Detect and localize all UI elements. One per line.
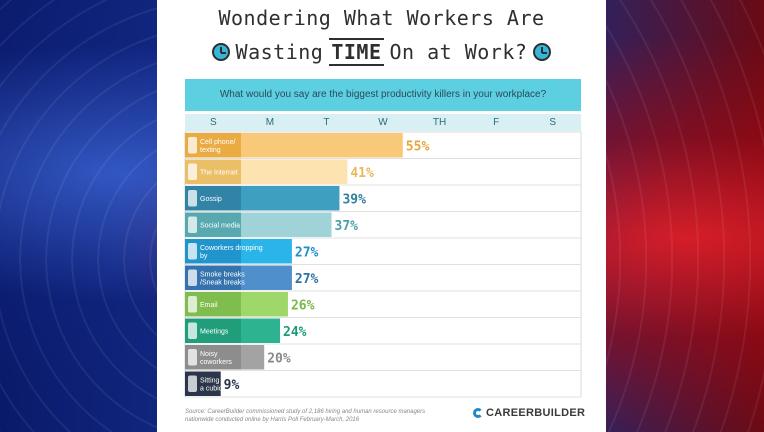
title-line-2: Wasting TIME On at Work?	[157, 38, 606, 66]
chair-icon	[188, 375, 197, 392]
megaphone-icon	[188, 349, 197, 366]
source-note: Source: CareerBuilder commissioned study…	[185, 409, 426, 423]
day-label: S	[209, 117, 217, 128]
envelope-icon	[188, 296, 197, 313]
category-label: Social media	[200, 222, 240, 229]
value-label: 9%	[224, 378, 240, 393]
social-icon	[188, 216, 197, 233]
value-label: 27%	[295, 272, 319, 287]
day-label: W	[378, 117, 388, 128]
category-label: Smoke breaks/Sneak breaks	[200, 271, 245, 286]
category-label: Cell phone/texting	[200, 139, 235, 154]
chat-icon	[188, 190, 197, 207]
weekday-header: S M T W TH F S	[185, 114, 581, 131]
value-label: 55%	[406, 139, 430, 154]
category-label: Email	[200, 302, 218, 309]
category-label: The Internet	[200, 169, 238, 176]
value-label: 41%	[350, 166, 374, 181]
people-icon	[188, 322, 197, 339]
coffee-icon	[188, 269, 197, 286]
category-label: Sitting in a cubicle	[200, 377, 228, 392]
day-label: F	[493, 117, 500, 128]
day-label: TH	[432, 117, 447, 128]
value-label: 27%	[295, 245, 319, 260]
title-word-rest: On at Work?	[389, 40, 528, 64]
logo-mark-icon	[473, 408, 483, 418]
value-label: 20%	[267, 351, 291, 366]
category-label: Meetings	[200, 328, 229, 335]
phone-icon	[188, 137, 197, 154]
clock-icon-right	[533, 43, 552, 61]
productivity-killers-chart: Cell phone/texting 55% The Internet 41% Goss…	[184, 131, 582, 398]
clock-icon	[211, 43, 230, 61]
day-label: M	[265, 117, 275, 128]
category-label: Noisy coworkers	[200, 351, 232, 366]
title-line-1: Wondering What Workers Are	[218, 6, 545, 30]
title-word-wasting: Wasting	[235, 40, 324, 64]
category-label: Coworkers dropping by	[200, 245, 263, 260]
value-label: 39%	[342, 192, 366, 207]
infographic-card: Wondering What Workers Are Wasting TIME …	[157, 0, 606, 432]
logo-text: CAREERBUILDER	[486, 407, 586, 419]
value-label: 37%	[335, 219, 359, 234]
value-label: 24%	[283, 325, 307, 340]
category-label: Gossip	[200, 196, 222, 203]
question-banner: What would you say are the biggest produ…	[185, 79, 581, 111]
monitor-icon	[188, 163, 197, 180]
day-label: S	[549, 117, 557, 128]
careerbuilder-logo: CAREERBUILDER	[473, 407, 585, 419]
day-label: T	[323, 117, 330, 128]
location-pin-icon	[188, 243, 197, 260]
title-word-time: TIME	[329, 38, 384, 66]
value-label: 26%	[291, 298, 315, 313]
